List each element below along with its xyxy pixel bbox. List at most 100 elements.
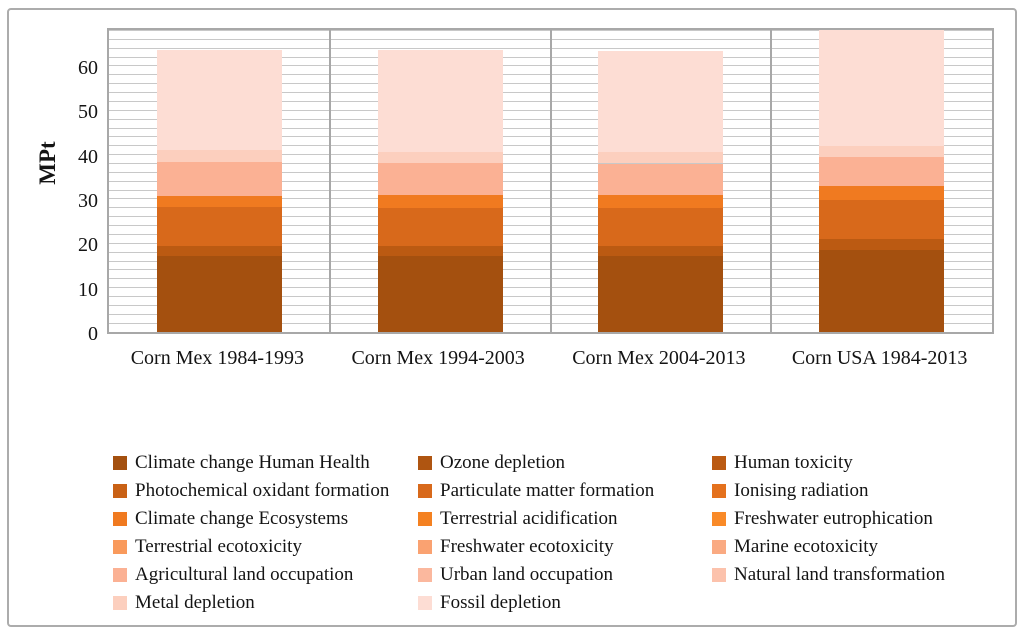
x-axis-label: Corn Mex 1994-2003 xyxy=(351,347,525,369)
bar-segment xyxy=(598,151,724,164)
bar-segment xyxy=(819,146,945,157)
bar-segment xyxy=(377,195,503,208)
legend-item: Climate change Ecosystems xyxy=(113,508,418,530)
legend-label: Freshwater ecotoxicity xyxy=(440,536,614,557)
legend-item: Ionising radiation xyxy=(712,480,982,502)
bar-segment xyxy=(377,246,503,257)
bar-segment xyxy=(377,256,503,332)
legend-swatch-icon xyxy=(113,540,127,554)
legend-swatch-icon xyxy=(712,540,726,554)
legend-swatch-icon xyxy=(113,456,127,470)
legend-item: Agricultural land occupation xyxy=(113,564,418,586)
y-tick-label: 40 xyxy=(78,145,98,168)
bar-segment xyxy=(598,50,724,152)
bar-segment xyxy=(819,185,945,200)
legend-item: Human toxicity xyxy=(712,452,982,474)
legend-item: Ozone depletion xyxy=(418,452,712,474)
y-tick-label: 30 xyxy=(78,189,98,212)
legend-label: Particulate matter formation xyxy=(440,480,655,501)
category-separator xyxy=(770,30,773,332)
legend-item: Particulate matter formation xyxy=(418,480,712,502)
bar-segment xyxy=(377,151,503,163)
bar-segment xyxy=(598,246,724,256)
y-tick-label: 50 xyxy=(78,101,98,124)
legend-label: Human toxicity xyxy=(734,452,853,473)
legend-swatch-icon xyxy=(418,568,432,582)
legend-swatch-icon xyxy=(712,484,726,498)
legend-label: Fossil depletion xyxy=(440,592,561,613)
legend-label: Ozone depletion xyxy=(440,452,566,473)
bar-segment xyxy=(819,238,945,250)
legend-label: Photochemical oxidant formation xyxy=(135,480,390,501)
legend-item: Terrestrial acidification xyxy=(418,508,712,530)
legend-swatch-icon xyxy=(113,512,127,526)
y-tick-label: 60 xyxy=(78,56,98,79)
legend-item: Urban land occupation xyxy=(418,564,712,586)
bar-segment xyxy=(819,199,945,239)
legend-item: Marine ecotoxicity xyxy=(712,536,982,558)
bar-segment xyxy=(156,256,282,332)
bar-segment xyxy=(598,255,724,332)
legend-label: Climate change Ecosystems xyxy=(135,508,349,529)
bar-segment xyxy=(156,150,282,163)
stacked-bar xyxy=(156,50,282,332)
legend-swatch-icon xyxy=(418,596,432,610)
legend-item: Terrestrial ecotoxicity xyxy=(113,536,418,558)
bar-segment xyxy=(156,246,282,257)
bar-segment xyxy=(598,195,724,208)
legend-swatch-icon xyxy=(113,568,127,582)
legend-label: Terrestrial acidification xyxy=(440,508,618,529)
stacked-bar xyxy=(819,29,945,332)
legend-swatch-icon xyxy=(712,512,726,526)
bar-segment xyxy=(377,207,503,247)
legend-swatch-icon xyxy=(113,596,127,610)
legend-item: Climate change Human Health xyxy=(113,452,418,474)
stacked-bar xyxy=(598,50,724,332)
stacked-bar xyxy=(377,50,503,332)
y-tick-label: 10 xyxy=(78,278,98,301)
bar-segment xyxy=(156,162,282,196)
legend-label: Freshwater eutrophication xyxy=(734,508,933,529)
legend-swatch-icon xyxy=(418,456,432,470)
plot-area xyxy=(107,28,994,334)
legend-item: Freshwater ecotoxicity xyxy=(418,536,712,558)
x-axis-label: Corn Mex 1984-1993 xyxy=(130,347,305,369)
bar-segment xyxy=(598,163,724,196)
legend: Climate change Human Health Ozone depleti… xyxy=(113,449,982,617)
bar-segment xyxy=(598,207,724,247)
bar-segment xyxy=(819,156,945,186)
legend-swatch-icon xyxy=(712,568,726,582)
legend-label: Metal depletion xyxy=(135,592,255,613)
legend-swatch-icon xyxy=(418,512,432,526)
legend-label: Ionising radiation xyxy=(734,480,869,501)
legend-item: Metal depletion xyxy=(113,592,418,614)
legend-label: Urban land occupation xyxy=(440,564,614,585)
legend-label: Agricultural land occupation xyxy=(135,564,354,585)
legend-swatch-icon xyxy=(418,484,432,498)
legend-label: Natural land transformation xyxy=(734,564,946,585)
legend-swatch-icon xyxy=(418,540,432,554)
legend-item: Freshwater eutrophication xyxy=(712,508,982,530)
bar-segment xyxy=(377,162,503,196)
legend-item: Natural land transformation xyxy=(712,564,982,586)
legend-item: Fossil depletion xyxy=(418,592,712,614)
legend-swatch-icon xyxy=(712,456,726,470)
category-separator xyxy=(328,30,331,332)
legend-label: Terrestrial ecotoxicity xyxy=(135,536,302,557)
x-axis-label: Corn Mex 2004-2013 xyxy=(572,347,746,369)
bar-segment xyxy=(156,195,282,207)
x-axis-label: Corn USA 1984-2013 xyxy=(791,347,968,369)
legend-item: Photochemical oxidant formation xyxy=(113,480,418,502)
legend-swatch-icon xyxy=(113,484,127,498)
y-tick-label: 0 xyxy=(88,323,98,345)
bar-segment xyxy=(819,249,945,332)
category-separator xyxy=(549,30,552,332)
y-tick-label: 20 xyxy=(78,234,98,257)
legend-label: Climate change Human Health xyxy=(135,452,370,473)
bar-segment xyxy=(156,50,282,151)
bar-segment xyxy=(156,206,282,247)
bar-segment xyxy=(819,29,945,147)
legend-label: Marine ecotoxicity xyxy=(734,536,879,557)
bar-segment xyxy=(377,50,503,152)
